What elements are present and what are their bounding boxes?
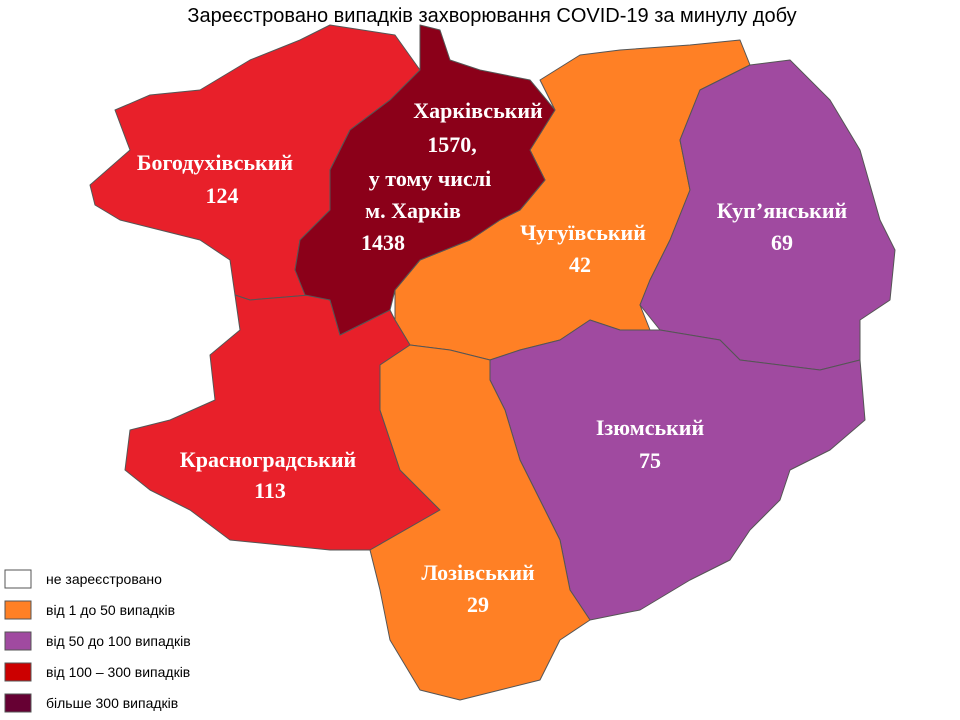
legend-swatch [4,693,32,713]
region-value: 124 [206,183,239,208]
region-lozova [369,344,591,701]
region-value: 69 [771,230,793,255]
region-name: Лозівський [421,560,535,585]
legend-label: не зареєстровано [46,571,162,587]
region-value: 42 [569,252,591,277]
legend-swatch [4,569,32,589]
region-name: Чугуївський [520,220,646,245]
region-note: у тому числі [369,166,491,191]
region-name: Богодухівський [137,150,293,175]
region-value: 1570, [427,132,477,157]
legend-label: від 100 – 300 випадків [46,664,190,680]
region-value: 29 [467,592,489,617]
city-name: м. Харків [365,198,461,223]
region-kharkiv [294,24,556,336]
region-name: Красноградський [180,447,357,472]
legend-label: більше 300 випадків [46,695,178,711]
legend-swatch [4,662,32,682]
legend-swatch [4,600,32,620]
city-value: 1438 [361,230,405,255]
legend-label: від 50 до 100 випадків [46,633,191,649]
regions [89,24,896,701]
region-value: 75 [639,448,661,473]
region-name: Ізюмський [596,415,705,440]
legend-label: від 1 до 50 випадків [46,602,175,618]
title: Зареєстровано випадків захворювання COVI… [187,5,796,27]
legend: не зареєстровано від 1 до 50 випадків від … [4,569,191,713]
region-value: 113 [254,478,286,503]
region-name: Куп’янський [717,198,848,223]
legend-swatch [4,631,32,651]
region-name: Харківський [413,98,543,123]
